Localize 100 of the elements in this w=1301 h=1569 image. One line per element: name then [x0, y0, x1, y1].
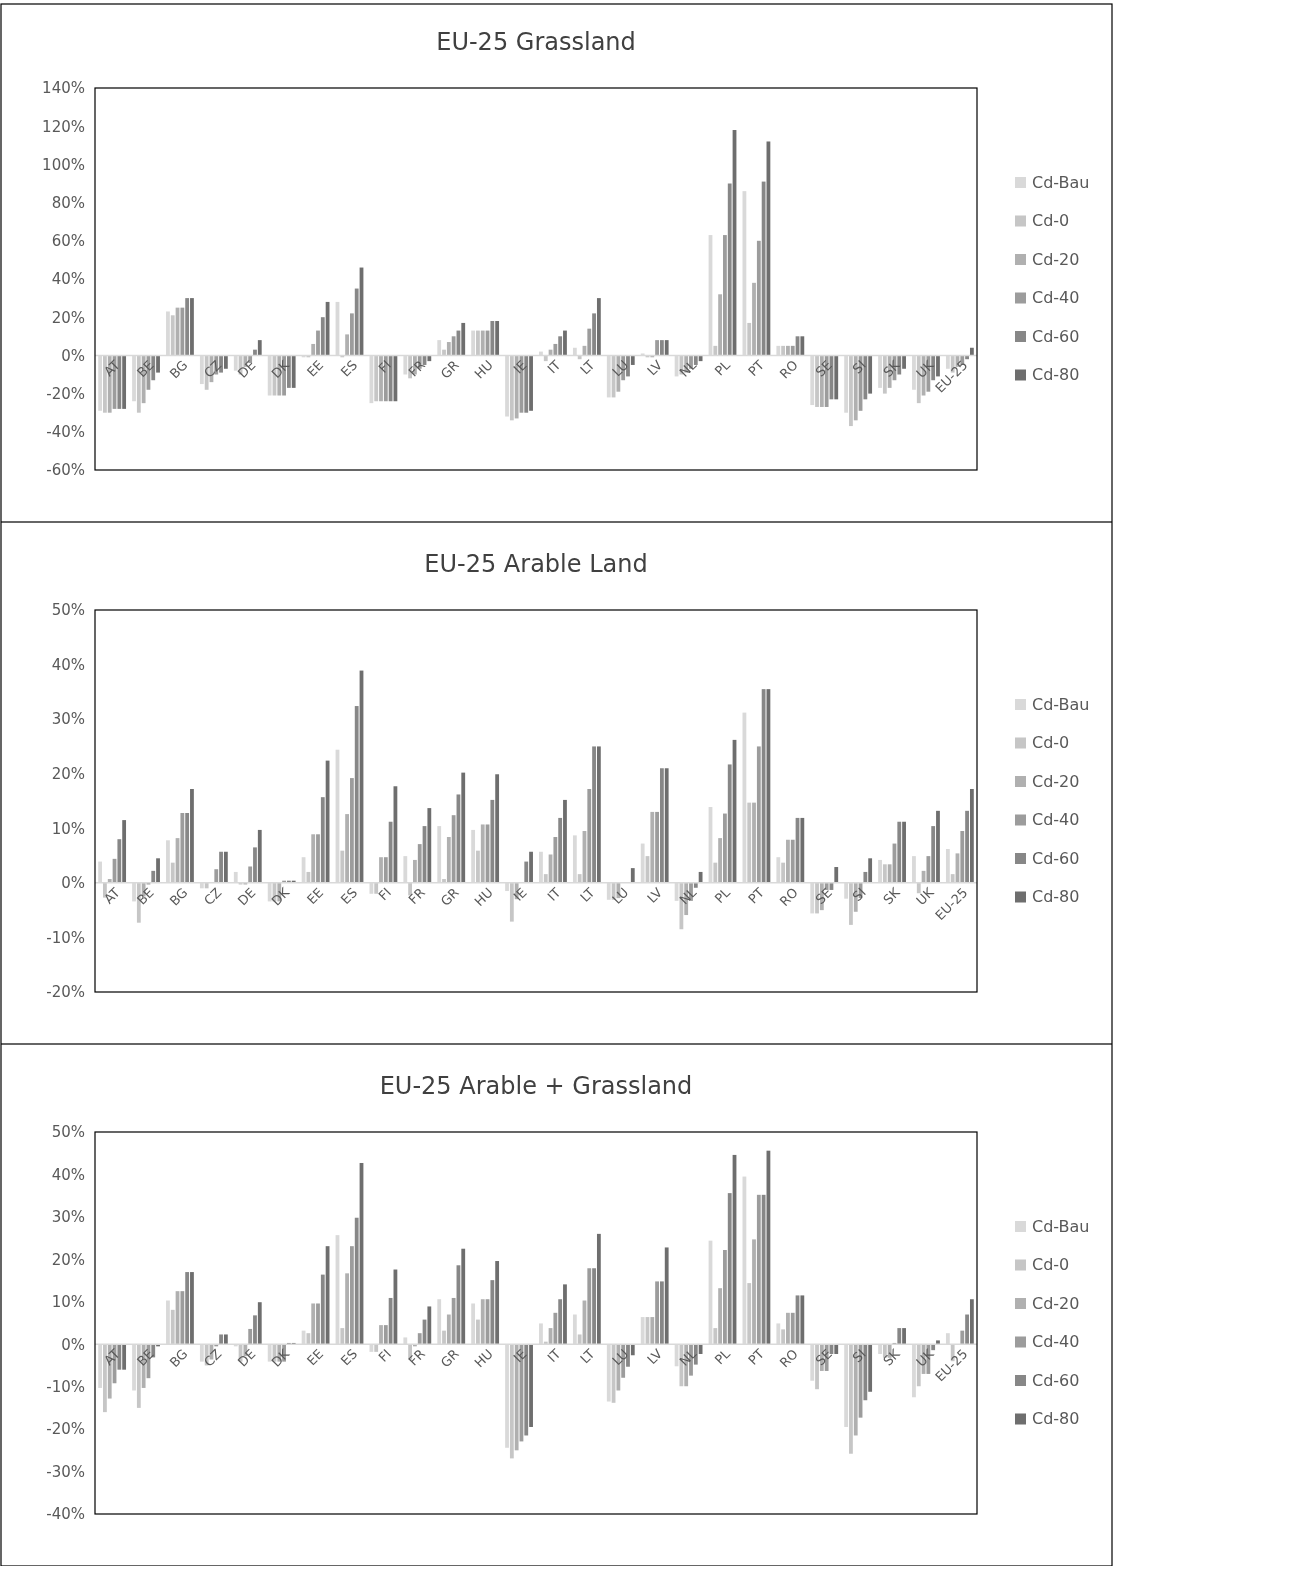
y-tick-label: 30%: [51, 710, 85, 729]
x-tick-label: LT: [577, 1346, 598, 1367]
x-tick-label: AT: [100, 357, 123, 380]
y-tick-label: -10%: [46, 928, 85, 947]
x-tick-label: IT: [544, 357, 564, 377]
x-tick-label: IT: [544, 884, 564, 904]
x-tick-label: PL: [711, 356, 734, 379]
y-tick-label: 50%: [51, 601, 85, 620]
y-tick-label: 30%: [51, 1208, 85, 1227]
x-tick-label: BE: [133, 357, 157, 381]
x-tick-label: LT: [577, 357, 598, 378]
legend-label: Cd-0: [1032, 733, 1070, 752]
x-tick-label: UK: [913, 884, 937, 909]
legend-label: Cd-Bau: [1032, 172, 1090, 192]
y-tick-label: 20%: [51, 308, 85, 327]
x-tick-label: NL: [676, 884, 700, 908]
y-tick-label: -10%: [46, 1377, 85, 1396]
x-tick-label: LT: [577, 884, 598, 905]
legend-label: Cd-20: [1032, 1293, 1080, 1313]
x-tick-label: FR: [405, 884, 428, 908]
legend-label: Cd-0: [1032, 211, 1070, 230]
x-tick-label: ES: [337, 357, 361, 380]
x-tick-label: IE: [510, 357, 530, 377]
y-tick-label: 20%: [51, 1250, 85, 1269]
x-tick-label: PL: [711, 1345, 734, 1368]
chart-title: EU-25 Grassland: [436, 28, 636, 56]
x-tick-label: LV: [644, 357, 666, 379]
y-tick-label: 0%: [61, 1335, 85, 1354]
legend-label: Cd-80: [1032, 365, 1080, 384]
chart-title: EU-25 Arable + Grassland: [379, 1072, 693, 1100]
y-tick-label: 0%: [61, 874, 85, 893]
x-tick-label: DK: [268, 357, 293, 382]
x-tick-label: CZ: [201, 1346, 225, 1370]
x-tick-label: SK: [880, 1345, 903, 1369]
x-tick-label: EE: [303, 1346, 327, 1369]
x-tick-label: DK: [268, 1345, 293, 1370]
x-tick-label: EE: [303, 884, 327, 908]
x-tick-label: PT: [745, 357, 768, 380]
x-tick-label: DK: [268, 884, 293, 909]
legend-label: Cd-80: [1032, 887, 1080, 906]
x-tick-label: CZ: [201, 357, 225, 381]
y-tick-label: -40%: [46, 423, 85, 442]
x-tick-label: UK: [913, 357, 937, 381]
x-tick-label: PL: [711, 884, 734, 907]
x-tick-label: NL: [676, 1345, 700, 1369]
legend-label: Cd-Bau: [1032, 1216, 1090, 1236]
x-tick-label: DE: [234, 884, 259, 909]
x-tick-label: SI: [849, 357, 869, 377]
y-tick-label: -20%: [46, 384, 85, 403]
x-tick-label: GR: [437, 1346, 462, 1371]
x-tick-label: UK: [913, 1345, 937, 1370]
x-tick-label: BG: [166, 1346, 191, 1371]
legend-label: Cd-20: [1032, 249, 1080, 269]
x-tick-label: DE: [234, 357, 259, 381]
x-tick-label: IT: [544, 1346, 564, 1366]
x-tick-label: HU: [471, 884, 496, 910]
x-tick-label: FI: [375, 1346, 394, 1365]
x-tick-label: AT: [100, 884, 123, 907]
y-tick-label: 50%: [51, 1123, 85, 1142]
legend-label: Cd-40: [1032, 1332, 1080, 1351]
x-tick-label: RO: [776, 1346, 801, 1371]
y-tick-label: -40%: [46, 1505, 85, 1524]
x-tick-label: AT: [100, 1346, 123, 1369]
legend-label: Cd-0: [1032, 1255, 1070, 1274]
x-tick-label: GR: [437, 357, 462, 382]
y-tick-label: 40%: [51, 270, 85, 289]
y-tick-label: 10%: [51, 819, 85, 838]
x-tick-label: BG: [166, 357, 191, 382]
chart-title: EU-25 Arable Land: [424, 550, 648, 578]
x-tick-label: GR: [437, 884, 462, 909]
y-tick-label: 80%: [51, 193, 85, 212]
x-tick-label: FR: [405, 1346, 428, 1369]
x-tick-label: LU: [609, 1346, 632, 1369]
y-tick-label: 140%: [42, 79, 85, 98]
legend-label: Cd-40: [1032, 288, 1080, 307]
y-tick-label: -30%: [46, 1462, 85, 1481]
x-tick-label: BE: [133, 884, 157, 908]
x-tick-label: SI: [849, 884, 869, 904]
legend-label: Cd-60: [1032, 848, 1080, 868]
legend-label: Cd-80: [1032, 1409, 1080, 1428]
x-tick-label: SI: [849, 1346, 869, 1366]
x-tick-label: IE: [510, 884, 530, 904]
x-tick-label: HU: [471, 357, 496, 382]
y-tick-label: 40%: [51, 655, 85, 674]
x-tick-label: NL: [676, 356, 700, 380]
x-tick-label: ES: [337, 1346, 361, 1369]
y-tick-label: 0%: [61, 346, 85, 365]
y-tick-label: 10%: [51, 1293, 85, 1312]
y-tick-label: 60%: [51, 232, 85, 251]
x-tick-label: PT: [745, 884, 768, 907]
y-tick-label: -20%: [46, 983, 85, 1002]
x-tick-label: RO: [776, 884, 801, 910]
x-tick-label: HU: [471, 1346, 496, 1371]
x-tick-label: BG: [166, 884, 191, 909]
y-tick-label: -20%: [46, 1420, 85, 1439]
x-tick-label: FR: [405, 357, 428, 380]
x-tick-label: EE: [303, 357, 327, 380]
y-tick-label: 20%: [51, 765, 85, 784]
y-tick-label: 40%: [51, 1165, 85, 1184]
legend-label: Cd-40: [1032, 810, 1080, 829]
